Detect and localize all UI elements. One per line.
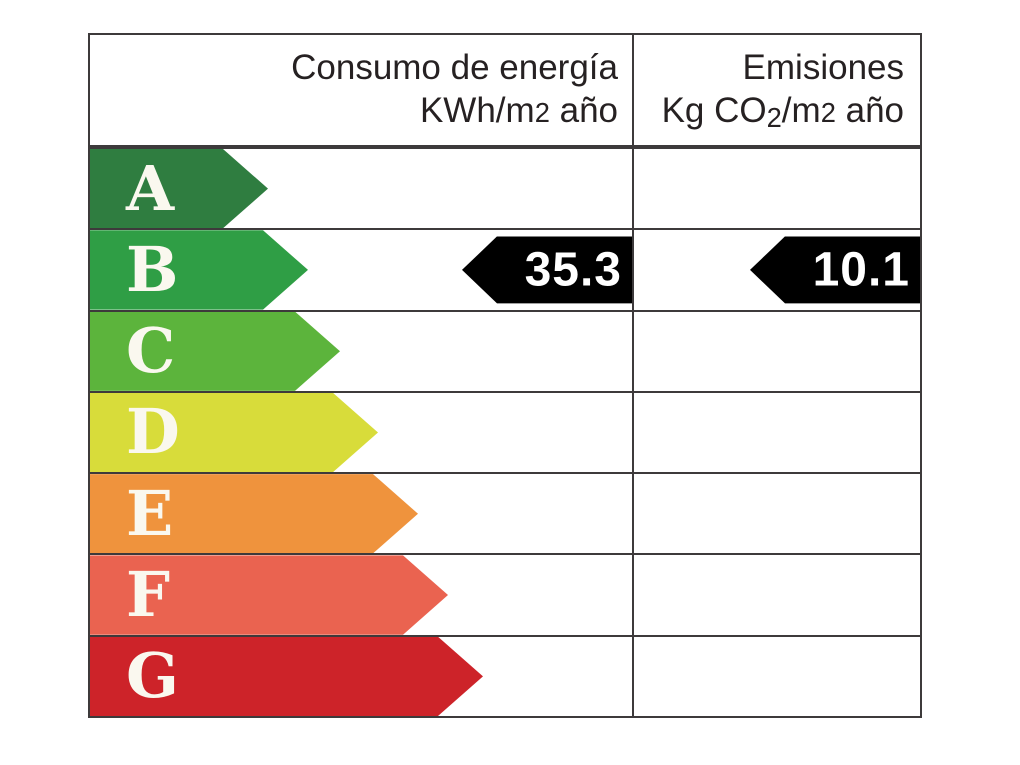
header-row: Consumo de energía KWh/m2 año Emisiones … — [90, 35, 920, 147]
emissions-header-line2: Kg CO2/m2 año — [661, 91, 904, 133]
energy-certificate-table: Consumo de energía KWh/m2 año Emisiones … — [88, 33, 922, 718]
emissions-header-line1: Emisiones — [742, 48, 904, 87]
rating-row-b: B 35.3 10.1 — [90, 228, 920, 309]
rating-row-d: D — [90, 390, 920, 472]
consumption-value-arrow: 35.3 — [462, 236, 632, 304]
rating-arrow-c: C — [90, 312, 340, 391]
rating-letter-b: B — [126, 232, 179, 306]
rating-arrow-b: B — [90, 230, 308, 309]
rating-letter-g: G — [126, 639, 179, 713]
rating-letter-c: C — [126, 314, 176, 388]
rating-letter-d: D — [126, 395, 180, 469]
rating-letter-a: A — [126, 151, 175, 225]
rating-row-a: A — [90, 147, 920, 228]
rating-arrow-a: A — [90, 149, 268, 228]
rating-arrow-f: F — [90, 555, 448, 634]
rating-letter-e: E — [126, 476, 174, 550]
rating-letter-f: F — [126, 558, 171, 632]
rating-arrow-e: E — [90, 474, 418, 553]
emissions-header: Emisiones Kg CO2/m2 año — [632, 35, 920, 145]
consumption-unit-exponent: 2 — [534, 97, 550, 128]
co2-subscript: 2 — [766, 101, 782, 133]
rating-row-f: F — [90, 553, 920, 634]
column-divider — [632, 35, 634, 716]
rating-row-g: G — [90, 634, 920, 716]
consumption-value: 35.3 — [524, 243, 622, 297]
emissions-value: 10.1 — [812, 243, 910, 297]
consumption-header-line2: KWh/m2 año — [419, 91, 618, 130]
consumption-header-line1: Consumo de energía — [291, 48, 618, 87]
rating-row-e: E — [90, 472, 920, 553]
consumption-header: Consumo de energía KWh/m2 año — [90, 35, 632, 145]
emissions-value-arrow: 10.1 — [750, 236, 920, 304]
emissions-unit-exponent: 2 — [820, 97, 836, 128]
rating-arrow-d: D — [90, 393, 378, 472]
rating-row-c: C — [90, 309, 920, 391]
rating-arrow-g: G — [90, 637, 483, 716]
